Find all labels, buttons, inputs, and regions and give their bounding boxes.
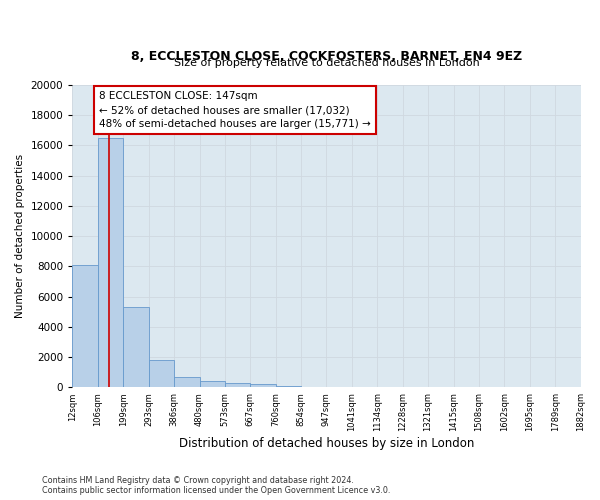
Title: 8, ECCLESTON CLOSE, COCKFOSTERS, BARNET, EN4 9EZ: 8, ECCLESTON CLOSE, COCKFOSTERS, BARNET,… [131, 50, 522, 63]
Bar [149, 360, 174, 388]
Text: Size of property relative to detached houses in London: Size of property relative to detached ho… [173, 58, 479, 68]
Text: Contains HM Land Registry data © Crown copyright and database right 2024.
Contai: Contains HM Land Registry data © Crown c… [42, 476, 391, 495]
X-axis label: Distribution of detached houses by size in London: Distribution of detached houses by size … [179, 437, 474, 450]
Bar [225, 383, 250, 388]
Bar [123, 308, 149, 388]
Y-axis label: Number of detached properties: Number of detached properties [15, 154, 25, 318]
Text: 8 ECCLESTON CLOSE: 147sqm
← 52% of detached houses are smaller (17,032)
48% of s: 8 ECCLESTON CLOSE: 147sqm ← 52% of detac… [99, 91, 371, 129]
Bar [275, 386, 301, 388]
Bar [250, 384, 275, 388]
Bar [174, 377, 200, 388]
Bar [98, 138, 123, 388]
Bar [200, 382, 225, 388]
Bar [301, 386, 326, 388]
Bar [73, 265, 98, 388]
